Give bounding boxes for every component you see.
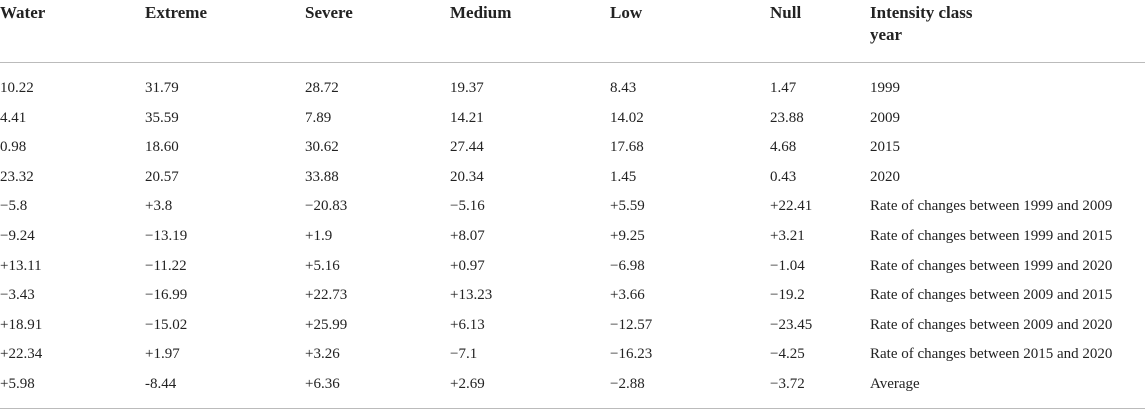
table-cell: 23.32 [0,168,34,185]
table-cell: Average [870,376,920,392]
table-cell: +3.66 [610,287,645,304]
table-cell: 1999 [870,80,900,96]
table-cell: 4.68 [770,139,797,156]
table-cell: +22.73 [305,287,348,304]
table-cell: +1.9 [305,228,333,244]
column-header: Intensity class year [870,3,973,44]
column-header: Medium [450,3,512,22]
table-cell: 2015 [870,139,900,156]
table-cell: 28.72 [305,80,339,96]
table-cell: -8.44 [145,376,177,392]
table-cell: Rate of changes between 1999 and 2009 [870,198,1113,215]
table-cell: 14.21 [450,109,484,126]
table-cell: 7.89 [305,109,332,126]
table-cell: +18.91 [0,316,43,333]
table-cell: +5.98 [0,376,35,392]
table-cell: −7.1 [450,346,478,363]
table-cell: +3.26 [305,346,340,363]
table-cell: −11.22 [145,257,187,274]
column-header: Extreme [145,3,207,22]
table-cell: 20.57 [145,168,179,185]
table-cell: −2.88 [610,376,645,392]
table-cell: −6.98 [610,257,645,274]
table-cell: Rate of changes between 1999 and 2020 [870,257,1113,274]
table-cell: +5.59 [610,198,645,215]
table-cell: 18.60 [145,139,179,156]
table-cell: 1.45 [610,168,637,185]
table-cell: −3.43 [0,287,35,304]
table-cell: −15.02 [145,316,188,333]
column-header: Severe [305,3,353,22]
table-cell: Rate of changes between 1999 and 2015 [870,228,1113,244]
table-cell: +2.69 [450,376,485,392]
bottom-rule [0,408,1145,409]
table-cell: 23.88 [770,109,804,126]
table-cell: 0.98 [0,139,27,156]
table-cell: +9.25 [610,228,645,244]
table-cell: −16.99 [145,287,188,304]
table-cell: Rate of changes between 2009 and 2020 [870,316,1113,333]
table-cell: +6.13 [450,316,485,333]
table-cell: +13.11 [0,257,42,274]
table-cell: −19.2 [770,287,805,304]
table-cell: +3.8 [145,198,173,215]
table-cell: −16.23 [610,346,653,363]
table-cell: +22.34 [0,346,43,363]
column-header: Water [0,3,46,22]
table-cell: 2020 [870,168,900,185]
table-cell: 27.44 [450,139,484,156]
table-cell: +25.99 [305,316,348,333]
table-cell: +22.41 [770,198,813,215]
table-cell: −4.25 [770,346,805,363]
table-cell: 1.47 [770,80,797,96]
table-cell: 30.62 [305,139,339,156]
table-cell: 35.59 [145,109,179,126]
table-cell: −20.83 [305,198,348,215]
header-rule [0,62,1145,63]
table-cell: +0.97 [450,257,485,274]
table-cell: 14.02 [610,109,644,126]
table-cell: 17.68 [610,139,644,156]
table-cell: +6.36 [305,376,340,392]
table-cell: 31.79 [145,80,179,96]
column-header: Low [610,3,643,22]
table-cell: 0.43 [770,168,797,185]
table-cell: +8.07 [450,228,485,244]
table-cell: 19.37 [450,80,484,96]
table-cell: −23.45 [770,316,813,333]
table-cell: +13.23 [450,287,493,304]
table-cell: 33.88 [305,168,339,185]
table-cell: −5.8 [0,198,28,215]
table-cell: +3.21 [770,228,805,244]
table-cell: 4.41 [0,109,27,126]
table-cell: 8.43 [610,80,637,96]
table-cell: 2009 [870,109,900,126]
table-cell: 10.22 [0,80,34,96]
table-cell: −5.16 [450,198,485,215]
table-cell: +1.97 [145,346,180,363]
column-header: Null [770,3,802,22]
table-cell: −12.57 [610,316,653,333]
table-cell: Rate of changes between 2015 and 2020 [870,346,1113,363]
table-cell: −3.72 [770,376,805,392]
table-cell: −13.19 [145,228,188,244]
table-cell: Rate of changes between 2009 and 2015 [870,287,1113,304]
table-cell: −1.04 [770,257,805,274]
table-cell: 20.34 [450,168,484,185]
table-cell: +5.16 [305,257,340,274]
table-cell: −9.24 [0,228,35,244]
